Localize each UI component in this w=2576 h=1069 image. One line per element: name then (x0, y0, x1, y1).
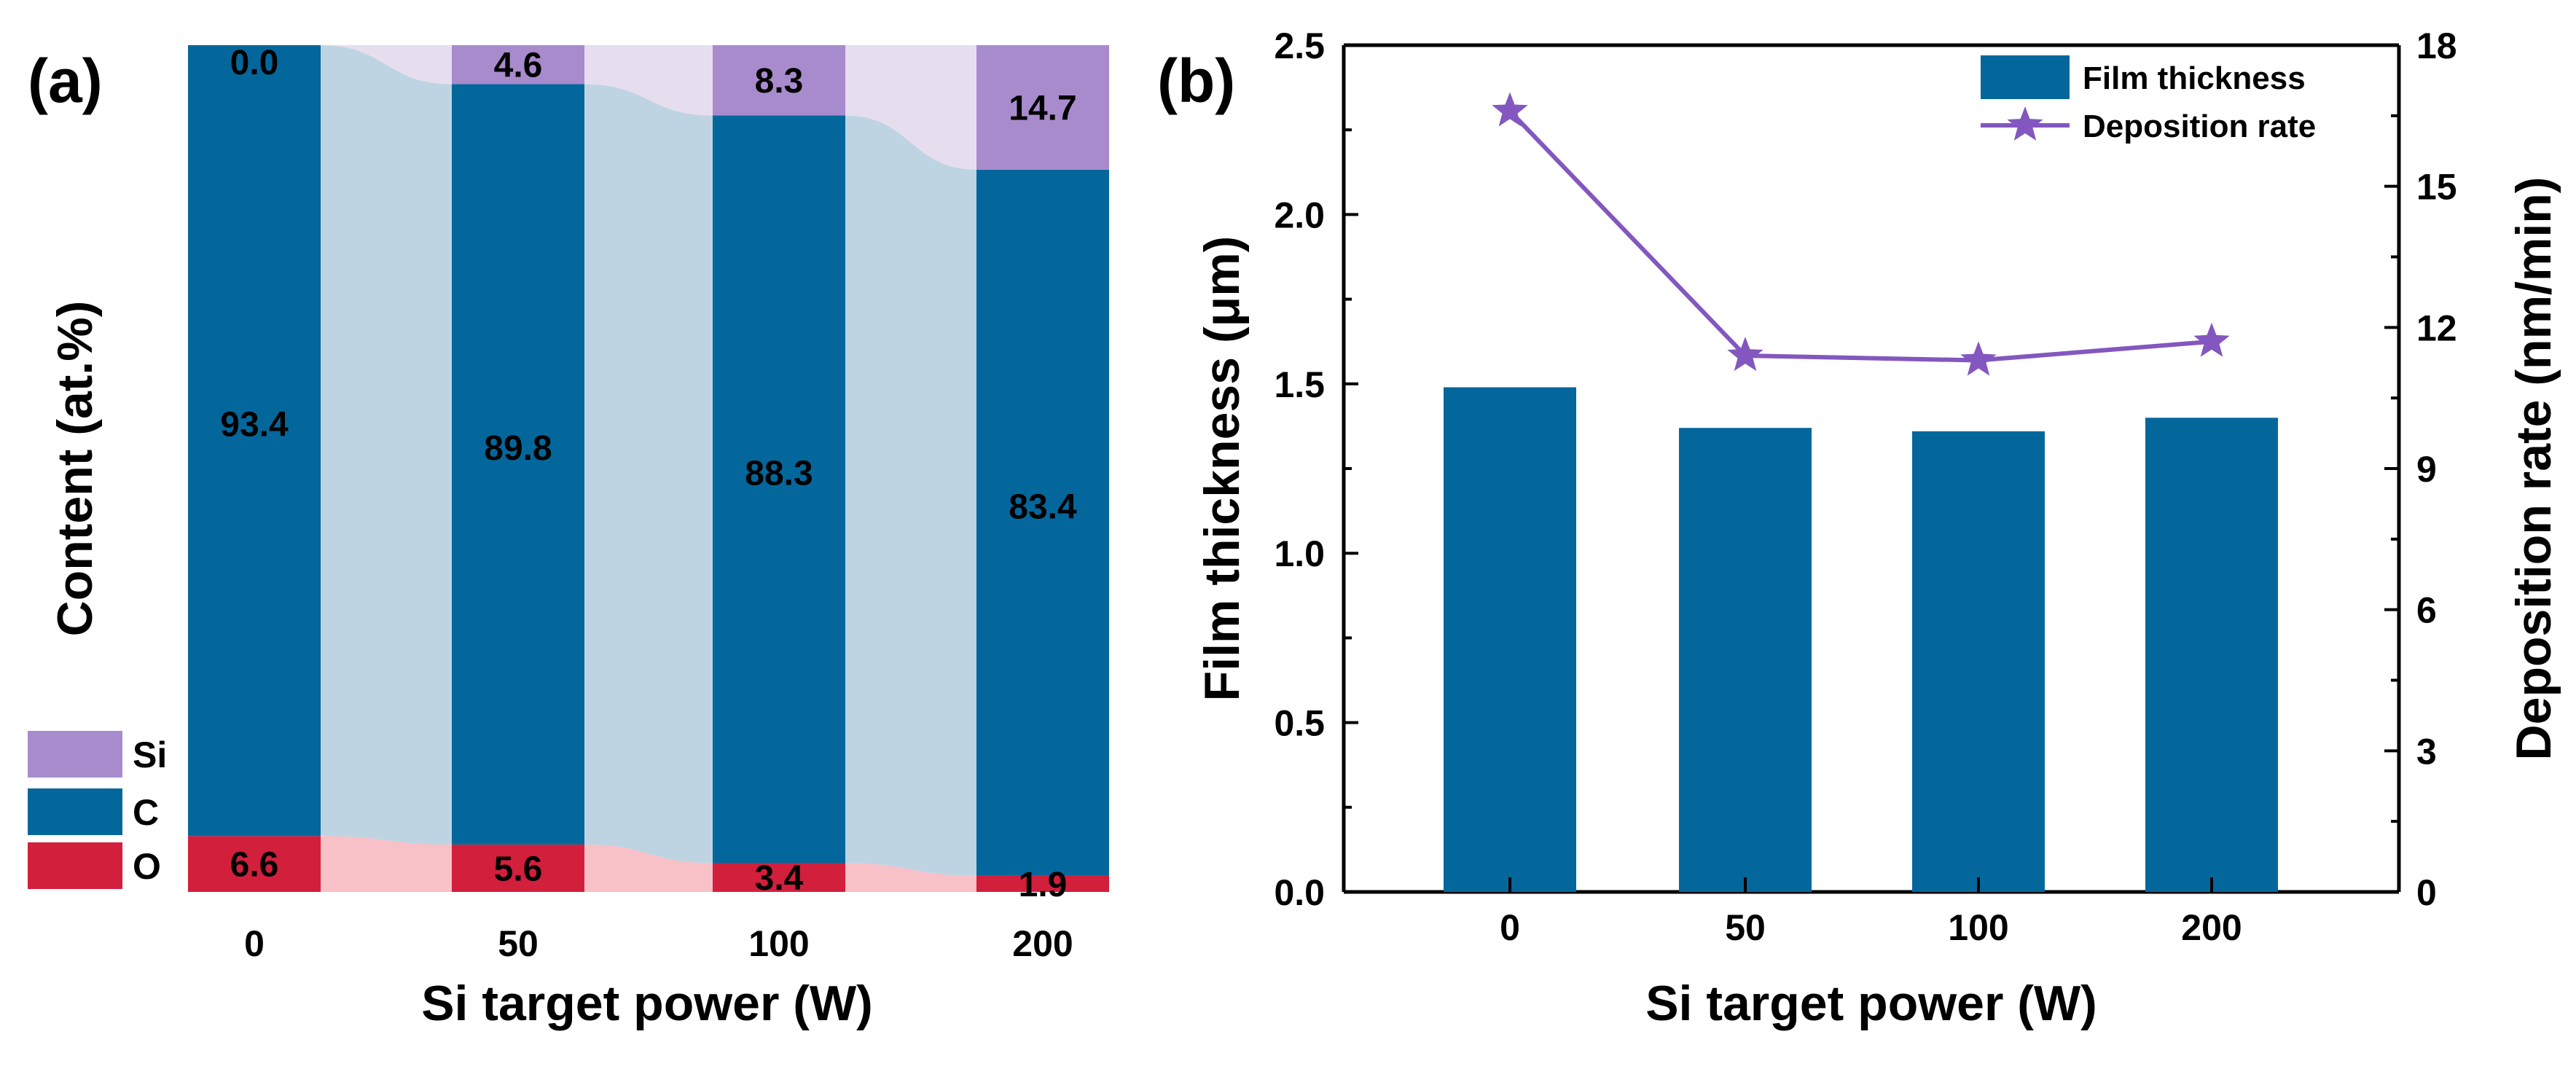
bar-o-0 (188, 836, 321, 892)
bar-c-0 (188, 45, 321, 837)
thickness-bar-200 (2145, 418, 2278, 892)
legend-label-o: O (133, 846, 161, 887)
chart-a-stacked-content: 0.0 93.4 6.6 0 4.6 89.8 5.6 50 8.3 88.3 3.4 100 14.7… (28, 44, 1109, 1031)
label-o-0: 6.6 (230, 846, 279, 885)
x-tick-a-100: 100 (748, 923, 809, 964)
bar-o-100 (713, 863, 845, 892)
y-right-tick-label-15: 15 (2416, 167, 2457, 208)
label-c-50: 89.8 (484, 429, 552, 468)
x-axis-title-b: Si target power (W) (1645, 976, 2097, 1031)
bar-si-200 (976, 45, 1109, 170)
o-band-1 (584, 844, 713, 892)
x-axis-title-a: Si target power (W) (421, 976, 873, 1031)
x-tick-label-b-0: 0 (1500, 907, 1520, 948)
chart-b-thickness-rate: 0.0 0.5 1.0 1.5 2.0 2.5 0 3 6 9 12 15 18 0 50 100 200 Si … (1194, 26, 2561, 1031)
c-band-2 (845, 115, 976, 876)
panel-label-b: (b) (1157, 47, 1235, 115)
legend-label-c: C (133, 792, 159, 833)
y-axis-title-right-b: Deposition rate (nm/min) (2506, 177, 2561, 761)
legend-swatch-si (28, 731, 122, 778)
x-tick-a-0: 0 (244, 923, 265, 964)
legend-label-si: Si (133, 735, 167, 775)
y-axis-title-left-b: Film thickness (μm) (1194, 236, 1250, 702)
y-left-tick-label-1.5: 1.5 (1274, 364, 1325, 405)
y-left-tick-label-0.5: 0.5 (1274, 703, 1325, 744)
x-tick-label-b-200: 200 (2181, 907, 2242, 948)
o-band-2 (845, 863, 976, 892)
legend-star-deposition-rate (2007, 106, 2043, 141)
label-si-50: 4.6 (494, 47, 543, 85)
o-band-0 (321, 836, 452, 892)
bar-c-50 (452, 84, 584, 845)
label-si-0: 0.0 (230, 44, 279, 82)
y-right-tick-label-9: 9 (2416, 449, 2437, 490)
deposition-rate-point-200 (2193, 322, 2230, 357)
y-right-tick-label-6: 6 (2416, 590, 2437, 631)
label-o-100: 3.4 (755, 859, 804, 898)
y-left-tick-label-2.0: 2.0 (1274, 195, 1325, 235)
deposition-rate-point-100 (1960, 341, 1997, 376)
x-tick-label-b-100: 100 (1948, 907, 2008, 948)
label-c-200: 83.4 (1009, 487, 1077, 526)
label-o-200: 1.9 (1019, 866, 1068, 904)
deposition-rate-point-50 (1727, 337, 1763, 372)
bar-c-100 (713, 115, 845, 864)
x-tick-label-b-50: 50 (1725, 907, 1766, 948)
si-band-0 (321, 45, 452, 85)
bar-o-50 (452, 844, 584, 892)
label-si-200: 14.7 (1009, 89, 1076, 128)
thickness-bar-100 (1912, 431, 2045, 892)
bar-si-100 (713, 45, 845, 116)
label-c-100: 88.3 (745, 454, 813, 493)
legend-label-deposition-rate: Deposition rate (2083, 109, 2316, 144)
y-left-tick-label-2.5: 2.5 (1274, 26, 1325, 66)
y-axis-title-a: Content (at.%) (47, 301, 103, 637)
legend-swatch-o (28, 842, 122, 889)
thickness-bar-0 (1444, 387, 1576, 892)
si-band-2 (845, 45, 976, 170)
bar-si-50 (452, 45, 584, 85)
bar-c-200 (976, 169, 1109, 876)
y-right-tick-label-3: 3 (2416, 731, 2437, 772)
si-band-1 (584, 45, 713, 116)
y-left-tick-label-1.0: 1.0 (1274, 533, 1325, 574)
x-tick-a-200: 200 (1012, 923, 1073, 964)
panel-label-a: (a) (28, 47, 103, 115)
y-right-tick-label-0: 0 (2416, 872, 2437, 913)
c-band-1 (584, 84, 713, 864)
deposition-rate-line (1508, 109, 2212, 363)
bar-o-200 (976, 875, 1109, 892)
deposition-rate-point-0 (1492, 92, 1528, 127)
y-right-tick-label-12: 12 (2416, 308, 2457, 348)
label-c-0: 93.4 (220, 406, 289, 445)
y-right-tick-label-18: 18 (2416, 26, 2457, 66)
legend-swatch-c (28, 788, 122, 835)
x-tick-a-50: 50 (498, 923, 539, 964)
y-left-tick-label-0.0: 0.0 (1274, 872, 1325, 913)
label-o-50: 5.6 (494, 850, 543, 888)
legend-label-film-thickness: Film thickness (2083, 60, 2306, 96)
legend-swatch-film-thickness (1981, 55, 2070, 99)
thickness-bar-50 (1679, 428, 1812, 892)
c-band-0 (321, 45, 452, 845)
label-si-100: 8.3 (755, 62, 804, 101)
